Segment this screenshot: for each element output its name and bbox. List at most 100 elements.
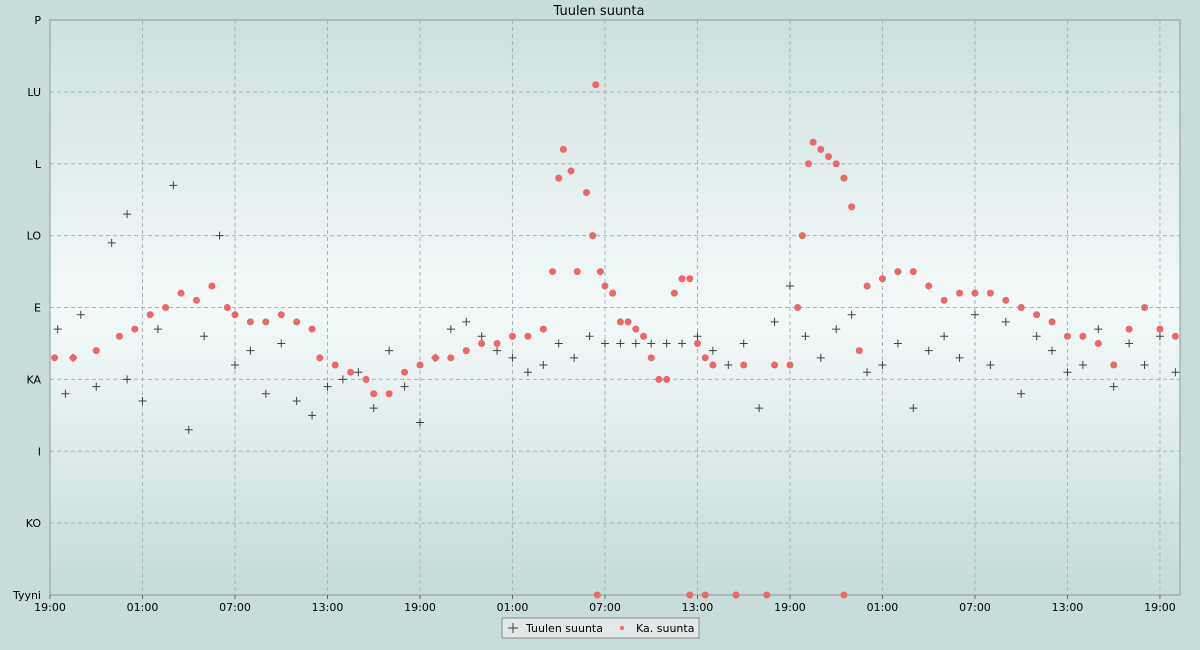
wind-direction-point <box>1048 346 1057 355</box>
average-direction-point <box>1002 296 1010 304</box>
legend-plus-icon <box>508 623 518 633</box>
average-direction-point <box>146 311 154 319</box>
wind-direction-point <box>508 353 517 362</box>
average-direction-point <box>462 347 470 355</box>
wind-direction-point <box>585 332 594 341</box>
y-tick-label: I <box>38 445 41 458</box>
x-axis-tick-labels: 19:00 01:00 07:00 13:00 19:00 01:00 07:00 13:00… <box>34 595 1176 614</box>
x-tick-label: 07:00 <box>959 601 991 614</box>
wind-direction-point <box>647 339 656 348</box>
average-direction-point <box>986 289 994 297</box>
wind-direction-point <box>369 404 378 413</box>
wind-direction-point <box>708 346 717 355</box>
wind-direction-point <box>616 339 625 348</box>
wind-direction-point <box>878 361 887 369</box>
average-direction-point <box>798 232 806 240</box>
y-tick-label: L <box>35 158 42 171</box>
wind-direction-point <box>184 425 193 434</box>
average-direction-point <box>686 275 694 283</box>
wind-direction-point <box>1171 368 1180 377</box>
average-direction-point <box>786 361 794 369</box>
average-direction-point <box>693 339 701 347</box>
wind-direction-point <box>354 368 363 377</box>
average-direction-point <box>771 361 779 369</box>
wind-direction-point <box>1063 368 1072 377</box>
average-direction-point <box>848 203 856 211</box>
wind-direction-point <box>261 389 270 398</box>
wind-direction-point <box>1155 332 1164 341</box>
wind-direction-point <box>1017 389 1026 398</box>
average-direction-point <box>347 368 355 376</box>
average-direction-point <box>92 347 100 355</box>
average-direction-point <box>1110 361 1118 369</box>
wind-direction-point <box>693 332 702 341</box>
average-direction-point <box>624 318 632 326</box>
x-tick-label: 13:00 <box>682 601 714 614</box>
x-tick-label: 13:00 <box>1052 601 1084 614</box>
wind-direction-point <box>847 310 856 319</box>
x-tick-label: 01:00 <box>497 601 529 614</box>
average-direction-point <box>1141 304 1149 311</box>
wind-direction-point <box>493 346 502 355</box>
average-direction-point <box>894 268 902 276</box>
wind-direction-point <box>801 332 810 341</box>
average-direction-point <box>447 354 455 362</box>
average-direction-point <box>293 318 301 326</box>
wind-direction-point <box>770 317 779 326</box>
average-direction-point <box>909 268 917 276</box>
wind-direction-point <box>924 346 933 355</box>
x-tick-label: 19:00 <box>774 601 806 614</box>
wind-direction-point <box>986 361 995 369</box>
average-direction-point <box>231 311 239 319</box>
wind-direction-point <box>1109 382 1118 391</box>
wind-direction-point <box>385 346 394 355</box>
average-direction-point <box>686 591 694 599</box>
average-direction-point <box>162 304 170 311</box>
wind-direction-point <box>400 382 409 391</box>
average-direction-point <box>647 354 655 362</box>
wind-direction-point <box>909 404 918 413</box>
wind-direction-point <box>123 375 132 384</box>
wind-direction-point <box>893 339 902 348</box>
wind-direction-point <box>785 281 794 290</box>
average-direction-point <box>616 318 624 326</box>
legend-box <box>501 617 700 639</box>
wind-direction-point <box>76 310 85 319</box>
average-direction-point <box>331 361 339 369</box>
average-direction-point <box>401 368 409 376</box>
wind-direction-point <box>92 382 101 391</box>
wind-direction-point <box>970 310 979 319</box>
average-direction-point <box>246 318 254 326</box>
wind-direction-point <box>308 411 317 420</box>
average-direction-point <box>678 275 686 283</box>
average-direction-point <box>592 81 600 89</box>
legend-label-ka-suunta: Ka. suunta <box>636 622 694 635</box>
average-direction-point <box>740 361 748 369</box>
x-tick-label: 13:00 <box>312 601 344 614</box>
wind-direction-point <box>277 339 286 348</box>
average-direction-point <box>362 375 370 383</box>
wind-direction-point <box>739 339 748 348</box>
y-tick-label: Tyyni <box>12 589 41 602</box>
average-direction-point <box>596 268 604 276</box>
average-direction-point <box>308 325 316 333</box>
average-direction-point <box>192 296 200 304</box>
average-direction-point <box>589 232 597 240</box>
wind-direction-point <box>678 339 687 348</box>
average-direction-point <box>416 361 424 369</box>
y-tick-label: KO <box>26 517 42 530</box>
wind-direction-point <box>955 353 964 362</box>
wind-direction-point <box>832 325 841 334</box>
average-direction-point <box>1033 311 1041 319</box>
average-direction-point <box>370 390 378 398</box>
y-tick-label: LO <box>27 230 42 243</box>
average-direction-point <box>732 591 740 599</box>
average-direction-point <box>177 289 185 297</box>
average-direction-point <box>601 282 609 290</box>
wind-direction-point <box>246 346 255 355</box>
average-direction-point <box>131 325 139 333</box>
average-direction-point <box>670 289 678 297</box>
y-tick-label: KA <box>26 373 41 386</box>
wind-direction-point <box>153 325 162 334</box>
